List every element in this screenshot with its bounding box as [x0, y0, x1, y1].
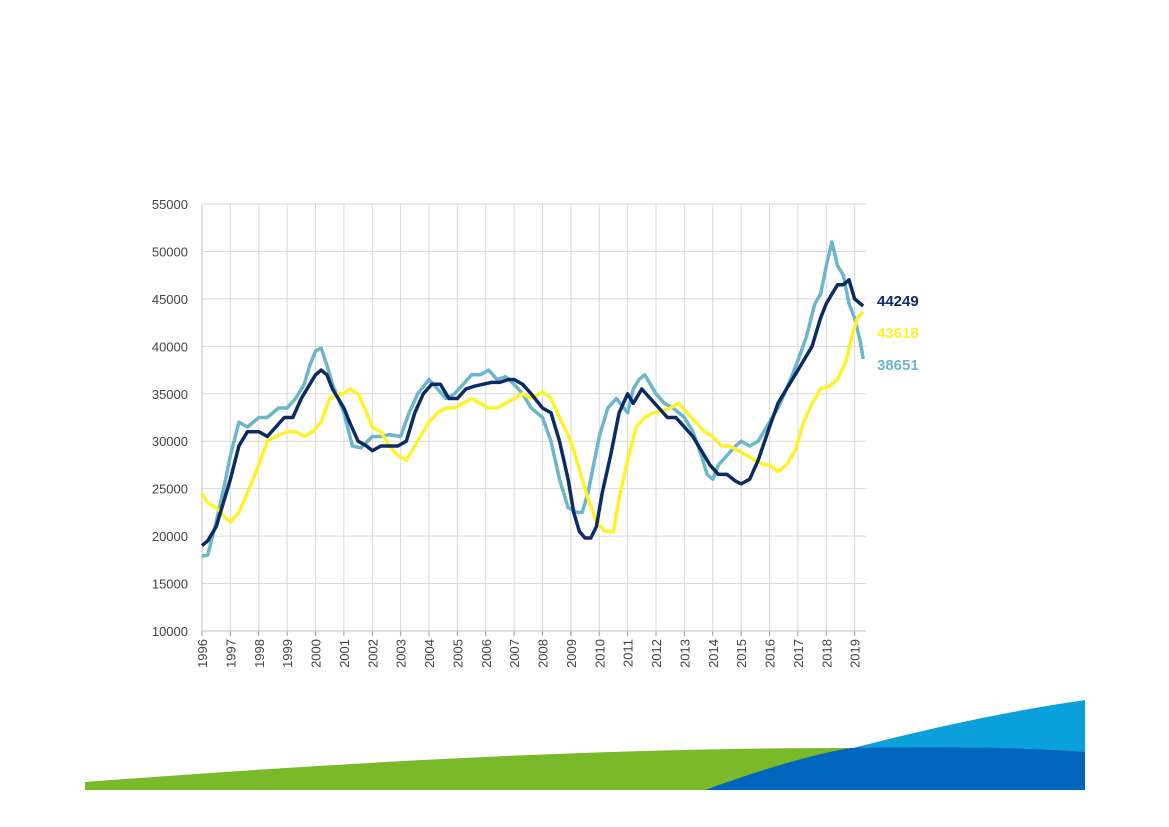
x-tick-label: 2002 — [365, 639, 380, 668]
y-axis-ticks: 10000 15000 20000 25000 30000 35000 40000 45000… — [152, 197, 188, 639]
end-labels: 44249 43618 38651 — [877, 293, 919, 374]
x-tick-label: 2019 — [848, 639, 863, 668]
x-tick-label: 2009 — [564, 639, 579, 668]
x-tick-label: 2011 — [621, 639, 636, 667]
x-tick-label: 2007 — [507, 639, 522, 668]
x-tick-label: 2000 — [309, 639, 324, 668]
x-tick-label: 2014 — [706, 639, 721, 668]
y-tick-label: 45000 — [152, 292, 188, 307]
y-tick-label: 20000 — [152, 529, 188, 544]
dark-blue-wedge — [705, 747, 1085, 790]
x-tick-label: 1996 — [195, 639, 210, 668]
x-tick-label: 2006 — [479, 639, 494, 668]
series-line-2 — [200, 310, 865, 534]
x-tick-label: 2016 — [763, 639, 778, 668]
series-end-value-label: 38651 — [877, 357, 919, 374]
green-swoosh — [85, 748, 848, 790]
x-tick-label: 1997 — [223, 639, 238, 668]
y-tick-label: 35000 — [152, 387, 188, 402]
x-tick-label: 2004 — [422, 639, 437, 668]
x-tick-label: 2012 — [649, 639, 664, 668]
x-tick-label: 2010 — [592, 639, 607, 668]
y-tick-label: 55000 — [152, 197, 188, 212]
series-end-value-label: 44249 — [877, 293, 919, 310]
series-end-value-label: 43618 — [877, 325, 919, 342]
x-tick-label: 2018 — [819, 639, 834, 668]
x-tick-label: 2015 — [734, 639, 749, 668]
x-tick-label: 2005 — [450, 639, 465, 668]
series-line-1 — [201, 240, 865, 558]
x-tick-label: 1998 — [252, 639, 267, 668]
x-axis-ticks: 1996 1997 1998 1999 2000 2001 2002 2003 2004 2005… — [195, 639, 863, 668]
series-layer — [200, 240, 865, 558]
y-tick-label: 15000 — [152, 577, 188, 592]
x-tick-label: 1999 — [280, 639, 295, 668]
grid-layer — [201, 203, 866, 636]
x-tick-label: 2013 — [677, 639, 692, 668]
y-tick-label: 50000 — [152, 244, 188, 259]
y-tick-label: 25000 — [152, 482, 188, 497]
x-tick-label: 2017 — [791, 639, 806, 668]
x-tick-label: 2003 — [394, 639, 409, 668]
x-tick-label: 2001 — [337, 639, 352, 668]
y-tick-label: 30000 — [152, 434, 188, 449]
x-tick-label: 2008 — [536, 639, 551, 668]
y-tick-label: 10000 — [152, 624, 188, 639]
y-tick-label: 40000 — [152, 339, 188, 354]
series-line-3 — [200, 278, 865, 547]
